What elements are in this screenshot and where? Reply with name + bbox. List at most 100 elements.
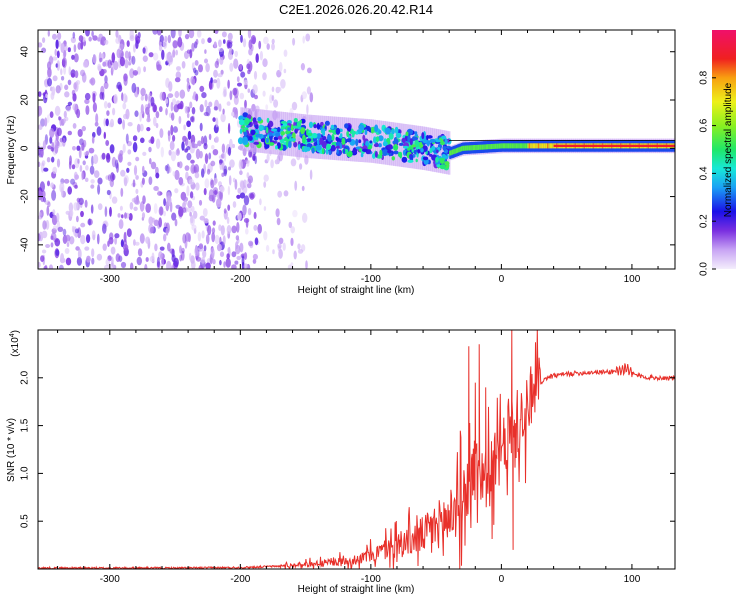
spectrogram-cell bbox=[210, 160, 216, 167]
spectrogram-cell bbox=[60, 68, 63, 76]
spectrogram-cell bbox=[393, 138, 399, 145]
spectrogram-cell bbox=[80, 222, 86, 228]
spectrogram-cell bbox=[243, 218, 250, 223]
spectrogram-cell bbox=[524, 143, 527, 149]
spectrogram-cell bbox=[200, 136, 205, 145]
snr-multiplier-exp: 4 bbox=[9, 333, 16, 337]
spectrogram-cell bbox=[74, 184, 78, 189]
spectrogram-cell bbox=[247, 30, 252, 39]
spectrogram-cell bbox=[435, 156, 439, 163]
spectrogram-cell bbox=[143, 66, 147, 73]
x-tick-label: -300 bbox=[100, 274, 120, 285]
spectrogram-cell bbox=[172, 98, 177, 106]
spectrogram-cell bbox=[43, 197, 46, 203]
spectrogram-cell bbox=[280, 120, 287, 125]
spectrogram-cell bbox=[200, 257, 206, 264]
spectrogram-cell bbox=[407, 159, 414, 163]
spectrogram-cell bbox=[278, 61, 283, 73]
spectrogram-cell bbox=[104, 264, 110, 269]
spectrogram-cell bbox=[541, 143, 544, 149]
spectrogram-cell bbox=[119, 205, 123, 211]
spectrogram-cell bbox=[72, 181, 78, 188]
spectrogram-cell bbox=[271, 38, 275, 45]
spectrogram-cell bbox=[265, 126, 269, 134]
spectrogram-cell bbox=[280, 79, 286, 89]
spectrogram-cell bbox=[537, 143, 540, 149]
spectrogram-cell bbox=[48, 55, 54, 65]
spectrogram-cell bbox=[133, 206, 138, 211]
spectrogram-cell bbox=[394, 126, 399, 134]
spectrogram-cell bbox=[139, 111, 142, 122]
spectrogram-cell bbox=[150, 96, 155, 107]
spectrogram-cell bbox=[69, 155, 72, 166]
spectrogram-cell bbox=[210, 179, 215, 189]
spectrogram-cell bbox=[160, 146, 164, 158]
spectrogram-cell bbox=[297, 243, 301, 250]
spectrogram-cell bbox=[243, 263, 248, 269]
spectrogram-cell bbox=[247, 88, 251, 93]
spectrogram-cell bbox=[106, 110, 110, 116]
spectrogram-cell bbox=[487, 144, 489, 150]
spectrogram-cell bbox=[202, 208, 208, 217]
spectrogram-cell bbox=[79, 165, 83, 172]
spectrogram-cell bbox=[346, 138, 352, 143]
spectrogram-cell bbox=[283, 49, 288, 57]
spectrogram-cell bbox=[253, 70, 258, 80]
spectrogram-cell bbox=[243, 195, 250, 206]
spectrogram-cell bbox=[306, 86, 311, 95]
spectrogram-cell bbox=[132, 135, 138, 142]
spectrogram-cell bbox=[288, 140, 292, 149]
spectrogram-cell bbox=[522, 143, 525, 149]
spectrogram-cell bbox=[63, 178, 70, 184]
spectrogram-cell bbox=[189, 101, 193, 109]
spectrogram-cell bbox=[45, 93, 48, 99]
spectrogram-cell bbox=[166, 260, 172, 269]
spectrogram-cell bbox=[91, 257, 95, 265]
spectrogram-cell bbox=[377, 120, 380, 164]
spectrogram-cell bbox=[290, 237, 294, 247]
spectrogram-cell bbox=[127, 161, 132, 166]
spectrogram-cell bbox=[228, 166, 231, 171]
spectrogram-cell bbox=[237, 137, 244, 145]
spectrogram-cell bbox=[111, 52, 116, 63]
spectrogram-cell bbox=[140, 95, 144, 101]
spectrogram-cell bbox=[92, 92, 96, 103]
spectrogram-cell bbox=[52, 56, 58, 61]
spectrogram-cell bbox=[212, 117, 216, 122]
spectrogram-cell bbox=[498, 143, 501, 149]
spectrogram-cell bbox=[246, 63, 251, 70]
spectrogram-cell bbox=[105, 175, 110, 180]
spectrogram-cell bbox=[341, 137, 346, 145]
spectrogram-cell bbox=[70, 73, 75, 78]
spectrogram-cell bbox=[115, 253, 121, 263]
spectrogram-cell bbox=[253, 141, 260, 145]
spectrogram-cell bbox=[204, 178, 210, 189]
spectrogram-cell bbox=[320, 121, 324, 126]
spectrogram-cell bbox=[85, 165, 89, 171]
spectrogram-cell bbox=[238, 119, 245, 126]
spectrogram-cell bbox=[97, 65, 102, 72]
spectrogram-cell bbox=[238, 115, 245, 121]
spectrogram-cell bbox=[184, 105, 189, 114]
spectrogram-cell bbox=[262, 72, 267, 81]
spectrogram-cell bbox=[164, 98, 169, 104]
spectrogram-cell bbox=[50, 147, 54, 152]
spectrogram-cell bbox=[164, 35, 168, 43]
spectrogram-cell bbox=[361, 118, 365, 163]
spectrogram-cell bbox=[530, 143, 533, 149]
spectrogram-cell bbox=[179, 89, 186, 99]
spectrogram-cell bbox=[92, 154, 99, 165]
spectrogram-cell bbox=[254, 155, 257, 165]
spectrogram-cell bbox=[64, 84, 69, 91]
spectrogram-cell bbox=[61, 76, 65, 81]
spectrogram-cell bbox=[316, 133, 322, 140]
spectrogram-cell bbox=[315, 144, 322, 151]
spectrogram-cell bbox=[109, 178, 115, 188]
spectrogram-cell bbox=[141, 212, 146, 219]
spectrogram-cell bbox=[435, 139, 441, 143]
spectrogram-cell bbox=[155, 122, 159, 129]
spectrogram-cell bbox=[263, 174, 269, 182]
svg-text:(x104): (x104) bbox=[9, 330, 21, 357]
spectrogram-cell bbox=[331, 134, 335, 141]
spectrogram-cell bbox=[276, 217, 281, 226]
